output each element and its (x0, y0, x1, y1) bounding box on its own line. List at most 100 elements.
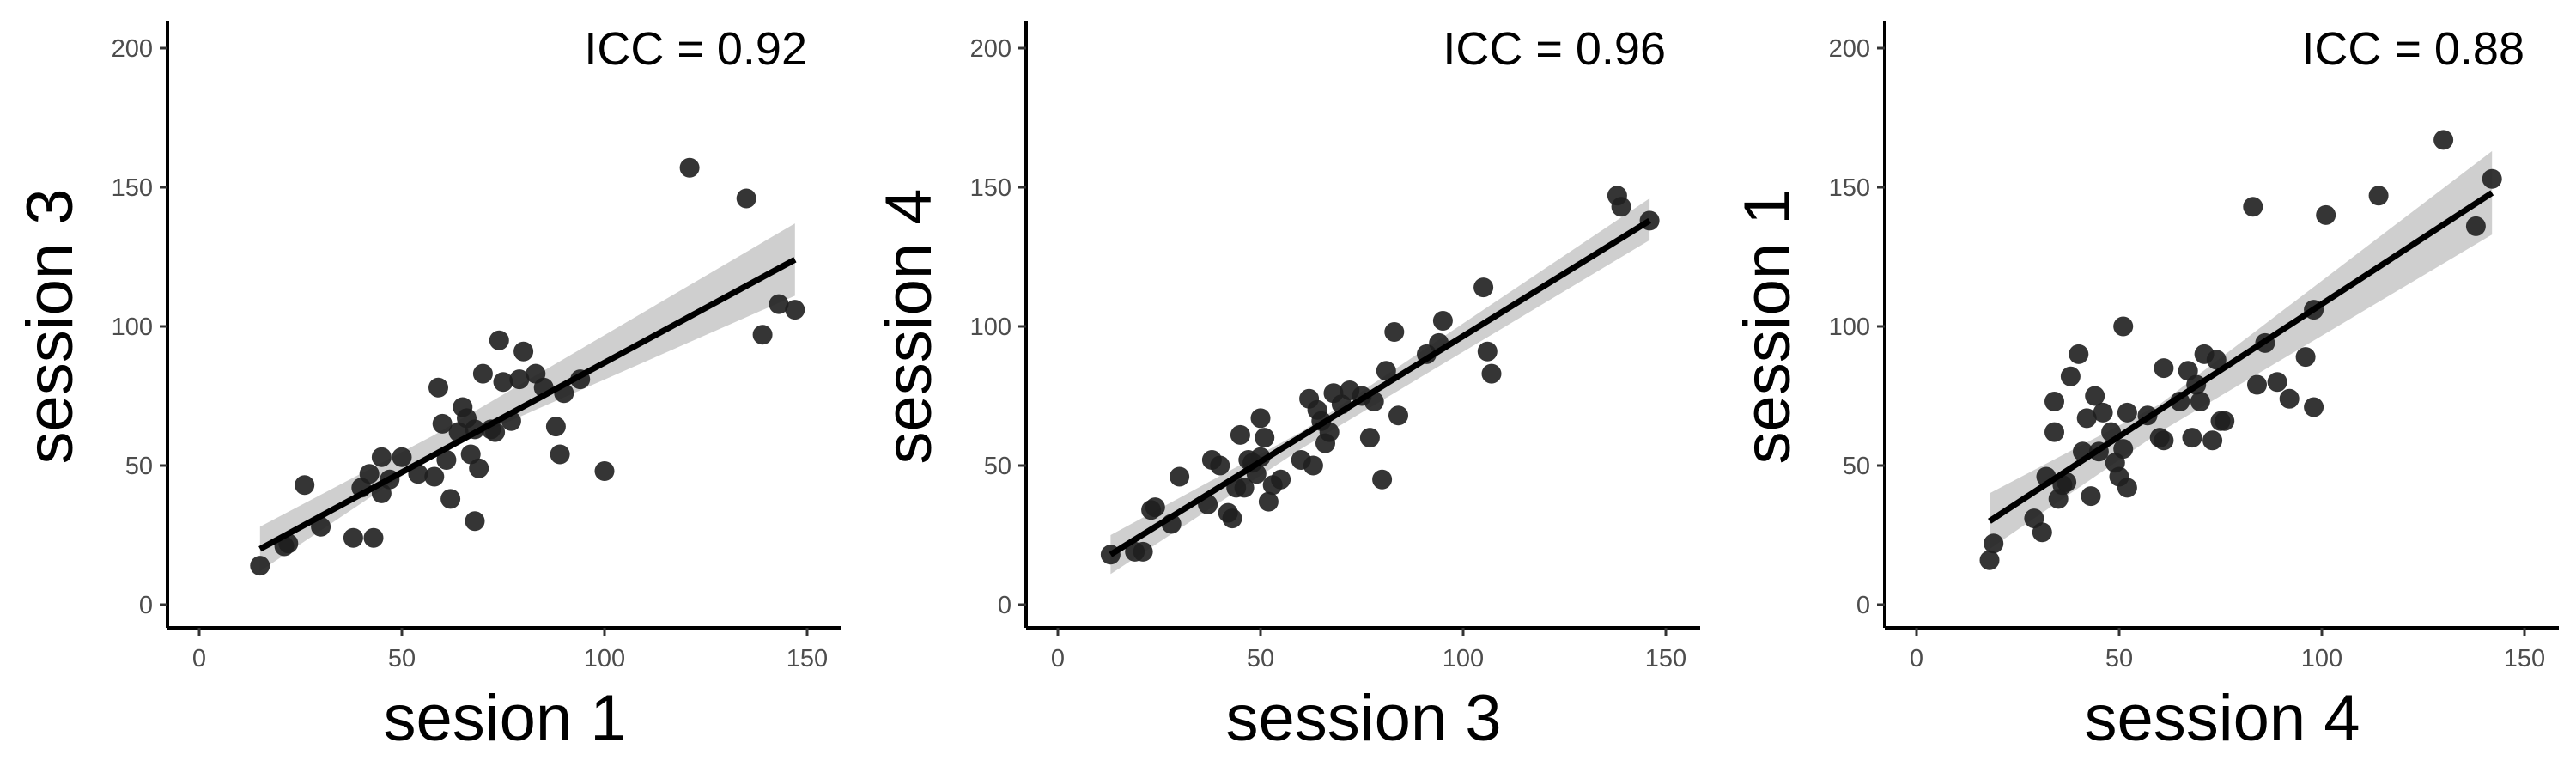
panel-2: 0 50 100 150 200 0 50 100 150 ICC = 0.96 session… (872, 21, 1700, 755)
panel-1-marks (250, 157, 805, 576)
panel-2-y-tick-label: 150 (970, 174, 1012, 202)
panel-3-x-tick-label: 0 (1910, 645, 1923, 673)
panel-2-y-axis-title: session 4 (872, 188, 945, 464)
panel-2-data-point (1145, 497, 1165, 518)
panel-3-data-point (2032, 522, 2052, 543)
panel-3-data-point (2304, 397, 2324, 417)
panel-3-data-point (2202, 430, 2223, 451)
panel-1-data-point (295, 475, 315, 496)
panel-1-y-axis-title: session 3 (14, 188, 87, 464)
panel-1-data-point (509, 369, 530, 390)
panel-1-data-point (436, 450, 457, 470)
panel-1-data-point (469, 458, 489, 478)
panel-3: 0 50 100 150 200 0 50 100 150 ICC = 0.88 session… (1731, 21, 2559, 755)
panel-2-data-point (1271, 469, 1291, 490)
panel-2-data-point (1250, 408, 1271, 429)
panel-2-y-tick-label: 0 (998, 592, 1012, 619)
panel-2-data-point (1611, 197, 1631, 217)
panel-1-confidence-band (259, 223, 795, 572)
panel-3-regression-line (1988, 190, 2494, 524)
panel-3-data-point (2433, 130, 2454, 150)
panel-1-data-point (250, 556, 270, 576)
panel-1-data-point (785, 300, 805, 320)
panel-2-y-tick-label: 50 (984, 453, 1012, 480)
panel-1-data-point (594, 461, 615, 481)
panel-3-data-point (2267, 372, 2287, 393)
panel-2-icc-label: ICC = 0.96 (1443, 23, 1666, 75)
panel-2-ticks: 0 50 100 150 200 0 50 100 150 (970, 35, 1687, 673)
panel-1-data-point (428, 377, 448, 398)
panel-3-data-point (2093, 402, 2113, 423)
panel-1-data-point (736, 188, 756, 209)
panel-2-data-point (1303, 455, 1323, 476)
panel-1-y-tick-label: 200 (112, 35, 153, 63)
panel-3-data-point (2316, 204, 2336, 225)
panel-1-data-point (424, 466, 445, 487)
panel-2-data-point (1432, 311, 1453, 331)
panel-2-data-point (1473, 277, 1494, 298)
panel-2-data-point (1319, 422, 1340, 442)
panel-2-x-tick-label: 100 (1443, 645, 1484, 673)
panel-3-data-point (2044, 392, 2064, 411)
panel-3-data-point (2154, 430, 2174, 451)
panel-3-y-tick-label: 50 (1843, 453, 1870, 480)
panel-2-x-tick-label: 0 (1051, 645, 1065, 673)
panel-1-data-point (440, 489, 461, 509)
panel-1-data-point (550, 444, 570, 465)
panel-1-data-point (343, 527, 363, 548)
panel-2-data-point (1230, 424, 1250, 445)
panel-3-x-tick-label: 150 (2504, 645, 2545, 673)
panel-3-data-point (2044, 422, 2064, 442)
panel-3-data-point (2243, 197, 2263, 217)
panel-1-data-point (359, 464, 380, 484)
panel-3-data-point (2295, 347, 2316, 368)
panel-1-x-tick-label: 50 (388, 645, 416, 673)
panel-2-data-point (1210, 455, 1230, 476)
panel-3-data-point (2279, 388, 2300, 409)
panel-1-data-point (493, 372, 513, 393)
panel-3-y-tick-label: 0 (1856, 592, 1870, 619)
panel-2-data-point (1234, 478, 1255, 498)
panel-3-y-tick-label: 100 (1829, 313, 1870, 341)
panel-1-ticks: 0 50 100 150 200 0 50 100 150 (112, 35, 829, 673)
panel-3-data-point (2247, 374, 2267, 395)
panel-1-x-tick-label: 100 (584, 645, 625, 673)
panel-2-y-tick-label: 200 (970, 35, 1012, 63)
panel-1-data-point (679, 157, 700, 178)
panel-3-data-point (2069, 344, 2089, 364)
panel-2-data-point (1258, 491, 1279, 512)
panel-3-data-point (1979, 550, 2000, 570)
panel-2-data-point (1481, 363, 1502, 384)
panel-2-y-tick-label: 100 (970, 313, 1012, 341)
panel-1-x-tick-label: 0 (192, 645, 206, 673)
panel-1-y-tick-label: 100 (112, 313, 153, 341)
panel-2-data-point (1388, 405, 1408, 426)
panel-3-marks (1979, 130, 2502, 570)
panel-1-data-point (432, 413, 453, 434)
panel-1-icc-label: ICC = 0.92 (584, 23, 807, 75)
panel-3-data-point (2190, 392, 2210, 411)
panel-3-data-point (2206, 350, 2227, 370)
panel-1-data-point (513, 341, 534, 362)
panel-3-x-tick-label: 100 (2301, 645, 2342, 673)
panel-1-y-tick-label: 0 (139, 592, 153, 619)
panel-1-data-point (752, 325, 773, 345)
panel-2-data-point (1170, 466, 1190, 487)
panel-1-data-point (371, 447, 392, 467)
panel-1-data-point (392, 447, 412, 467)
panel-2-data-point (1133, 541, 1153, 562)
panel-1-y-tick-label: 150 (112, 174, 153, 202)
panel-1-regression-line (258, 257, 797, 552)
panel-3-data-point (2085, 386, 2105, 406)
panel-3-icc-label: ICC = 0.88 (2301, 23, 2524, 75)
panel-3-data-point (2060, 366, 2081, 386)
panel-1: 0 50 100 150 200 0 50 100 150 ICC = 0.92 sesion … (14, 21, 841, 755)
panel-2-x-tick-label: 150 (1645, 645, 1686, 673)
panel-3-data-point (2117, 402, 2137, 423)
panel-3-data-point (2113, 439, 2134, 460)
panel-3-x-axis-title: session 4 (2084, 682, 2360, 755)
panel-2-marks (1100, 186, 1660, 575)
panel-1-data-point (769, 294, 789, 314)
panel-1-x-axis-title: sesion 1 (383, 682, 626, 755)
panel-2-regression-line (1109, 217, 1651, 557)
